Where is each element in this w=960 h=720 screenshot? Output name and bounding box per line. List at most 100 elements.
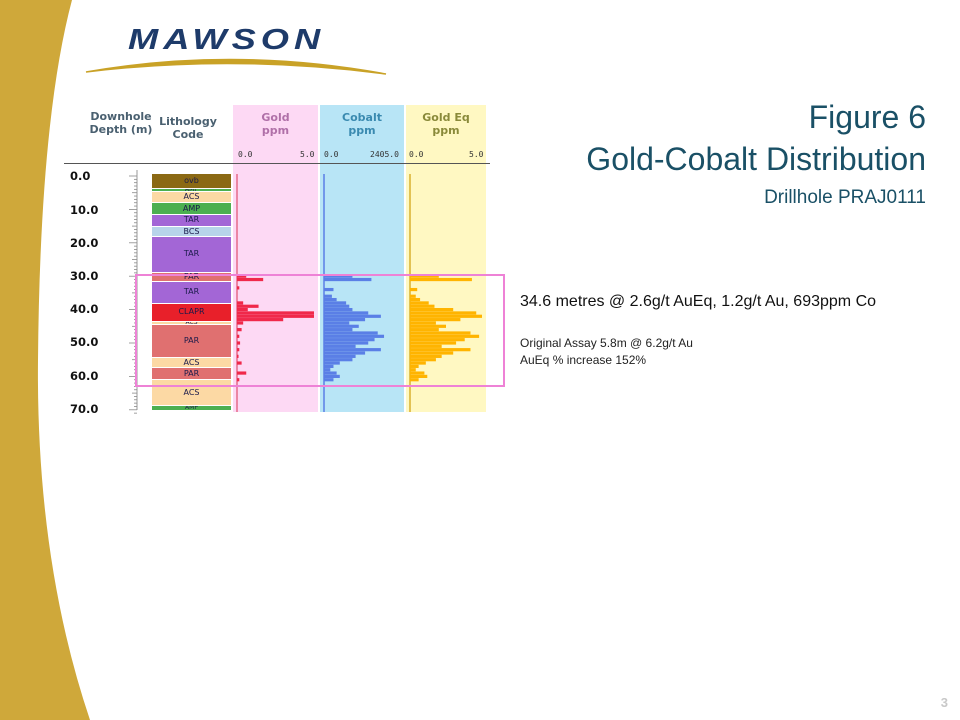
chart-bar (324, 287, 334, 292)
chart-bar (324, 328, 353, 332)
chart-bar (324, 308, 353, 312)
chart-bar (324, 374, 340, 378)
depth-label: 10.0 (70, 203, 99, 217)
chart-bar (324, 277, 372, 282)
chart-bar (410, 287, 418, 292)
chart-bar (237, 334, 240, 338)
chart-bar (410, 314, 482, 318)
lithology-code-label: PAR (183, 336, 200, 346)
chart-bar (410, 331, 471, 335)
chart-bar (324, 304, 350, 308)
chart-bar (237, 314, 314, 318)
chart-bar (237, 361, 242, 365)
aueq-increase-note: AuEq % increase 152% (520, 353, 647, 367)
gold-swoosh-decoration (0, 0, 90, 720)
chart-bar (410, 341, 457, 345)
chart-bar (410, 328, 439, 332)
chart-bar (324, 274, 353, 278)
chart-bar (237, 277, 264, 282)
lithology-code-label: TAR (183, 215, 200, 225)
depth-label: 60.0 (70, 369, 99, 383)
lithology-code-label: PAR (183, 272, 200, 281)
lithology-segment: CLAPR (152, 304, 231, 322)
chart-bar (410, 324, 446, 328)
chart-bar (410, 368, 416, 372)
chart-bar (410, 334, 480, 338)
intercept-summary: 34.6 metres @ 2.6g/t AuEq, 1.2g/t Au, 69… (520, 293, 877, 310)
chart-bar (410, 354, 442, 358)
lithology-code-label: AMP (182, 203, 201, 213)
chart-bar (324, 314, 381, 318)
lithology-code-label: ACS (186, 322, 198, 324)
chart-bar (410, 304, 435, 308)
chart-bar (410, 274, 439, 278)
cobalt-chart (323, 174, 385, 412)
chart-bar (237, 301, 244, 305)
depth-label: 40.0 (70, 302, 99, 316)
depth-label: 70.0 (70, 402, 99, 416)
chart-bar (410, 308, 454, 312)
chart-bar (324, 358, 353, 362)
chart-bar (410, 301, 429, 305)
chart-bar (410, 371, 425, 375)
chart-bar (410, 297, 421, 302)
chart-bar (324, 348, 381, 352)
chart-bar (410, 318, 461, 322)
original-assay-note: Original Assay 5.8m @ 6.2g/t Au (520, 336, 693, 350)
cobalt-scale-max: 2405.0 (370, 150, 399, 159)
gold-header: Gold ppm (261, 111, 290, 137)
chart-bar (237, 286, 240, 290)
lithology-code-label: PAR (183, 368, 200, 378)
gold-scale-min: 0.0 (238, 150, 253, 159)
chart-bar (324, 354, 356, 358)
lithology-segment: TAR (152, 281, 231, 305)
chart-bar (410, 378, 419, 382)
logo-text: MAWSON (128, 24, 326, 56)
chart-bar (410, 361, 426, 365)
chart-bar (410, 351, 454, 355)
chart-bar (410, 358, 436, 362)
lithology-code-label: ACS (183, 192, 200, 202)
lithology-column: ovbAMPACSAMPTARBCSTARPARTARCLAPRACSPARAC… (152, 174, 231, 414)
chart-bar (410, 311, 477, 315)
lithology-code-label: AMP (185, 189, 198, 191)
chart-bar (324, 334, 385, 338)
lithology-segment: TAR (152, 237, 231, 273)
chart-bar (237, 274, 247, 278)
chart-bar (410, 277, 472, 282)
goldeq-scale-max: 5.0 (469, 150, 484, 159)
interval-highlight-box (135, 274, 505, 387)
chart-bar (324, 297, 337, 302)
chart-bar (237, 328, 242, 332)
depth-label: 30.0 (70, 269, 99, 283)
goldeq-chart (409, 174, 482, 412)
lithology-segment: BCS (152, 226, 231, 238)
lithology-code-label: TAR (183, 287, 200, 297)
depth-header: Downhole Depth (m) (89, 110, 153, 136)
chart-bar (237, 311, 314, 315)
lithology-segment: PAR (152, 324, 231, 359)
chart-bar (237, 308, 248, 312)
chart-bar (410, 344, 442, 348)
gold-chart (236, 174, 314, 412)
page-title: Gold-Cobalt Distribution (586, 141, 926, 177)
chart-bar (324, 324, 359, 328)
lithology-segment: ACS (152, 358, 231, 369)
chart-bar (324, 378, 334, 382)
page-number: 3 (940, 695, 948, 710)
depth-label: 50.0 (70, 335, 99, 349)
lithology-code-label: ACS (183, 358, 200, 367)
chart-bar (237, 378, 240, 382)
chart-bar (324, 331, 378, 335)
lithology-segment: ACS (152, 191, 231, 204)
chart-bar (410, 364, 419, 368)
chart-bar (324, 351, 366, 355)
lithology-code-label: ACS (183, 387, 200, 397)
chart-bar (237, 318, 284, 322)
lithology-segment: PAR (152, 368, 231, 381)
chart-bar (237, 371, 247, 375)
lithology-header: Lithology Code (159, 115, 217, 141)
chart-bar (324, 311, 369, 315)
chart-bar (237, 321, 244, 325)
